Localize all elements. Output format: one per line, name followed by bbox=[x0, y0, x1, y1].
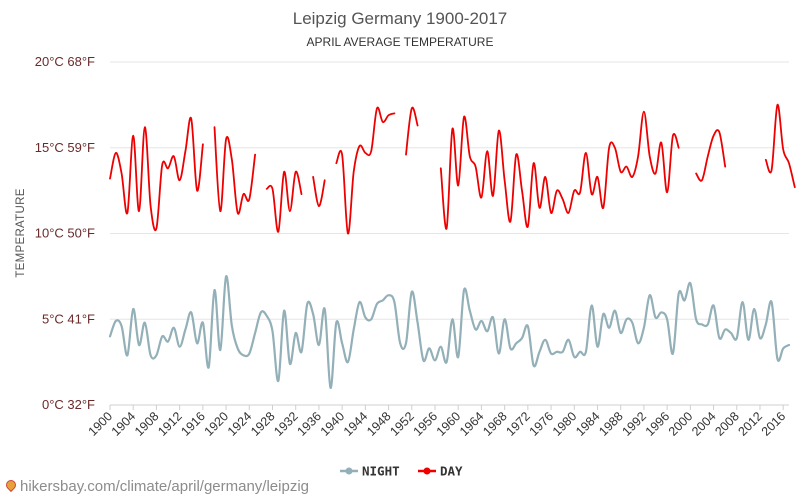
y-tick-label: 5°C 41°F bbox=[42, 311, 95, 326]
y-tick-label: 10°C 50°F bbox=[35, 226, 95, 241]
chart-subtitle: APRIL AVERAGE TEMPERATURE bbox=[307, 35, 494, 49]
x-tick-label: 1964 bbox=[457, 409, 487, 439]
legend[interactable]: NIGHT DAY bbox=[340, 464, 463, 479]
x-axis-ticks: 1900190419081912191619201924192819321936… bbox=[86, 405, 789, 439]
x-tick-label: 1900 bbox=[86, 409, 116, 439]
x-tick-label: 1996 bbox=[643, 409, 673, 439]
source-link[interactable]: hikersbay.com/climate/april/germany/leip… bbox=[3, 477, 309, 495]
location-pin-icon bbox=[3, 477, 19, 493]
x-tick-label: 1972 bbox=[503, 409, 533, 439]
source-text[interactable]: hikersbay.com/climate/april/germany/leip… bbox=[20, 478, 309, 495]
x-tick-label: 1992 bbox=[619, 409, 649, 439]
chart-title: Leipzig Germany 1900-2017 bbox=[293, 9, 508, 28]
x-tick-label: 2000 bbox=[666, 409, 696, 439]
x-tick-label: 1968 bbox=[480, 409, 510, 439]
x-tick-label: 1916 bbox=[178, 409, 208, 439]
x-tick-label: 2012 bbox=[736, 409, 766, 439]
x-tick-label: 1936 bbox=[294, 409, 324, 439]
series-line-day bbox=[335, 106, 396, 235]
y-tick-label: 15°C 59°F bbox=[35, 140, 95, 155]
y-axis-ticks: 0°C 32°F 5°C 41°F 10°C 50°F 15°C 59°F 20°C 6… bbox=[35, 54, 95, 412]
legend-label-day[interactable]: DAY bbox=[440, 464, 463, 479]
x-tick-label: 1924 bbox=[225, 409, 255, 439]
series-line-day bbox=[764, 103, 796, 189]
series-line-day bbox=[109, 116, 204, 232]
x-tick-label: 1928 bbox=[248, 409, 278, 439]
legend-label-night[interactable]: NIGHT bbox=[362, 464, 400, 479]
series-line-day bbox=[695, 129, 727, 182]
x-tick-label: 1904 bbox=[109, 409, 139, 439]
series-line-day bbox=[405, 106, 419, 156]
x-tick-label: 1980 bbox=[550, 409, 580, 439]
y-tick-label: 20°C 68°F bbox=[35, 54, 95, 69]
x-tick-label: 1956 bbox=[411, 409, 441, 439]
legend-marker-day bbox=[423, 467, 431, 475]
legend-marker-night bbox=[345, 467, 353, 475]
x-tick-label: 1908 bbox=[132, 409, 162, 439]
series-line-day bbox=[213, 126, 256, 215]
x-tick-label: 1960 bbox=[434, 409, 464, 439]
series-line-day bbox=[265, 170, 303, 233]
x-tick-label: 1920 bbox=[202, 409, 232, 439]
y-axis-label: TEMPERATURE bbox=[15, 188, 27, 277]
series-lines bbox=[108, 103, 796, 390]
x-tick-label: 1912 bbox=[155, 409, 185, 439]
x-tick-label: 1976 bbox=[527, 409, 557, 439]
series-line-day bbox=[312, 176, 326, 208]
x-tick-label: 1944 bbox=[341, 409, 371, 439]
y-tick-label: 0°C 32°F bbox=[42, 397, 95, 412]
x-tick-label: 2008 bbox=[712, 409, 742, 439]
x-tick-label: 1948 bbox=[364, 409, 394, 439]
x-tick-label: 1984 bbox=[573, 409, 603, 439]
x-tick-label: 2004 bbox=[689, 409, 719, 439]
grid bbox=[110, 61, 789, 406]
series-line-night bbox=[108, 275, 791, 390]
x-tick-label: 1940 bbox=[318, 409, 348, 439]
series-day bbox=[109, 103, 796, 235]
series-night bbox=[108, 275, 791, 390]
series-line-day bbox=[439, 110, 680, 230]
x-tick-label: 1988 bbox=[596, 409, 626, 439]
x-tick-label: 1952 bbox=[387, 409, 417, 439]
x-tick-label: 1932 bbox=[271, 409, 301, 439]
x-tick-label: 2016 bbox=[759, 409, 789, 439]
